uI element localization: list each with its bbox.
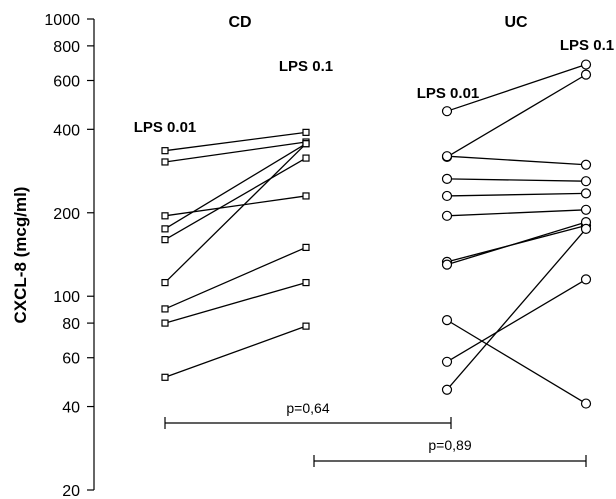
y-tick-label: 20 <box>62 483 80 499</box>
comparison-pvalue-2: p=0,89 <box>428 437 471 453</box>
uc-point-lps-01 <box>580 59 592 70</box>
paired-series <box>161 59 592 409</box>
uc-condition-label-lps-001: LPS 0.01 <box>417 85 480 102</box>
uc-pair-line <box>446 228 587 391</box>
y-tick-label: 200 <box>53 206 80 223</box>
uc-point-lps-01 <box>580 159 592 170</box>
cd-point-lps-01 <box>302 128 310 136</box>
y-tick-label: 40 <box>62 400 80 417</box>
y-tick-label: 800 <box>53 39 80 56</box>
uc-point-lps-01 <box>580 188 592 199</box>
uc-pair-line <box>446 155 587 166</box>
uc-pair-line <box>446 63 587 112</box>
y-axis: 1000 800 600 400 200 100 80 60 40 20 <box>44 12 95 499</box>
comparison-pvalue-1: p=0,64 <box>286 400 329 416</box>
uc-point-lps-001 <box>441 315 453 326</box>
cd-point-lps-001 <box>161 212 169 220</box>
cd-pair-line <box>164 143 307 284</box>
cd-condition-label-lps-01: LPS 0.1 <box>279 58 333 75</box>
cd-point-lps-01 <box>302 243 310 252</box>
cd-pair-line <box>164 157 307 241</box>
uc-point-lps-01 <box>580 204 592 215</box>
cd-pair-line <box>164 131 307 152</box>
cd-pair-line <box>164 143 307 230</box>
uc-point-lps-001 <box>441 106 453 117</box>
cd-point-lps-001 <box>161 225 169 233</box>
uc-point-lps-01 <box>580 176 592 187</box>
y-tick-label: 600 <box>53 74 80 91</box>
uc-point-lps-001 <box>441 151 453 162</box>
group-title-cd: CD <box>228 14 251 31</box>
uc-point-lps-01 <box>580 274 592 285</box>
cd-pair-line <box>164 246 307 310</box>
y-tick-label: 80 <box>62 316 80 333</box>
uc-point-lps-001 <box>441 190 453 202</box>
uc-point-lps-001 <box>441 356 453 367</box>
cd-pair-line <box>164 281 307 324</box>
group-cd-pairs <box>161 128 310 381</box>
cd-point-lps-01 <box>302 140 310 148</box>
cd-condition-label-lps-001: LPS 0.01 <box>134 119 197 136</box>
cd-pair-line <box>164 195 307 217</box>
uc-point-lps-01 <box>580 69 592 80</box>
cd-point-lps-01 <box>302 154 310 162</box>
comparisons: p=0,64 p=0,89 <box>164 400 587 467</box>
y-tick-label: 100 <box>53 289 80 306</box>
group-uc-pairs <box>441 59 592 409</box>
y-axis-label: CXCL-8 (mcg/ml) <box>11 187 30 324</box>
cd-point-lps-001 <box>161 236 169 244</box>
uc-point-lps-001 <box>441 210 453 221</box>
uc-point-lps-001 <box>441 173 453 184</box>
y-tick-label: 400 <box>53 122 80 139</box>
cd-point-lps-001 <box>161 373 169 381</box>
cd-point-lps-001 <box>161 158 169 166</box>
cd-point-lps-001 <box>161 305 169 313</box>
uc-pair-line <box>446 192 587 197</box>
uc-point-lps-001 <box>441 384 453 395</box>
cd-point-lps-01 <box>302 192 310 200</box>
cd-pair-line <box>164 141 307 163</box>
uc-condition-label-lps-01: LPS 0.1 <box>560 37 614 54</box>
uc-pair-line <box>446 221 587 266</box>
uc-pair-line <box>446 74 587 158</box>
uc-point-lps-01 <box>580 398 592 409</box>
uc-pair-line <box>446 278 587 363</box>
uc-pair-line <box>446 178 587 182</box>
cd-point-lps-001 <box>161 319 169 327</box>
y-tick-label: 1000 <box>44 12 80 29</box>
y-tick-label: 60 <box>62 351 80 368</box>
cd-point-lps-001 <box>161 147 169 155</box>
uc-point-lps-01 <box>580 223 592 234</box>
cd-pair-line <box>164 325 307 378</box>
group-title-uc: UC <box>504 14 528 31</box>
uc-pair-line <box>446 209 587 217</box>
cd-point-lps-01 <box>302 322 310 330</box>
uc-point-lps-001 <box>441 259 453 270</box>
cd-point-lps-01 <box>302 278 310 287</box>
cd-point-lps-001 <box>161 278 169 287</box>
uc-pair-line <box>446 319 587 405</box>
